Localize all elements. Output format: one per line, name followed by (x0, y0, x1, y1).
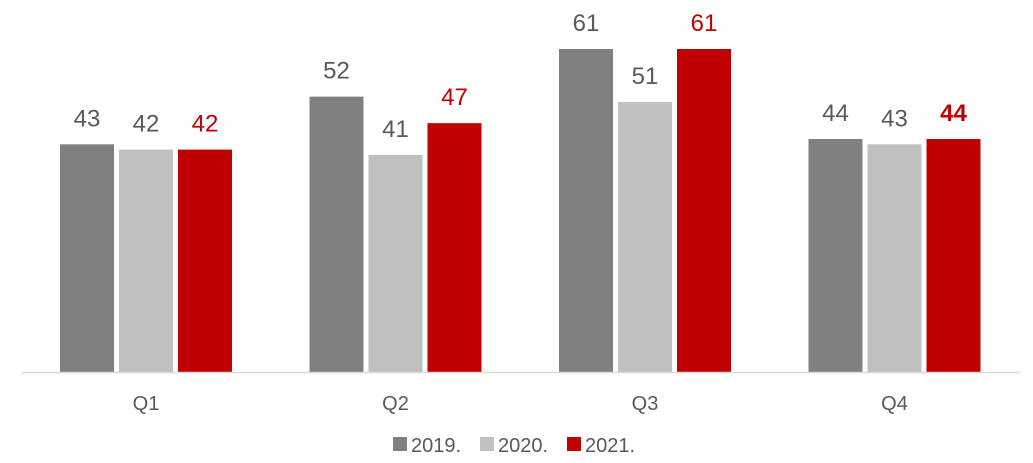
x-tick-label-q2: Q2 (382, 393, 409, 415)
x-tick-label-q3: Q3 (632, 393, 659, 415)
legend-label-3: 2021. (585, 435, 635, 457)
legend-label-2: 2020. (498, 435, 548, 457)
legend: 2019. 2020. 2021. (393, 435, 635, 457)
data-label-q2-series-1: 52 (323, 58, 350, 85)
data-label-q4-series-2: 43 (881, 105, 908, 132)
legend-swatch-2 (480, 437, 494, 451)
legend-label-1: 2019. (411, 435, 461, 457)
x-tick-label-q1: Q1 (133, 393, 160, 415)
data-label-q2-series-3: 47 (441, 84, 468, 111)
data-label-q3-series-2: 51 (632, 63, 659, 90)
data-label-q3-series-3: 61 (691, 10, 718, 37)
legend-swatch-3 (567, 437, 581, 451)
bar-q1-series-3 (178, 149, 232, 372)
bar-q1-series-2 (119, 149, 173, 372)
bar-q3-series-2 (618, 101, 672, 373)
bar-q1-series-1 (60, 144, 114, 372)
bar-q3-series-1 (559, 49, 613, 372)
bar-q4-series-3 (926, 139, 981, 372)
data-label-q1-series-3: 42 (192, 111, 219, 138)
data-label-q3-series-1: 61 (573, 10, 600, 37)
legend-swatch-1 (393, 437, 407, 451)
data-label-q1-series-2: 42 (133, 111, 160, 138)
value-labels-layer: 43 42 42 52 41 47 61 51 61 44 43 44 (74, 10, 968, 143)
bar-q4-series-2 (867, 144, 922, 372)
data-label-q1-series-1: 43 (74, 105, 101, 132)
data-label-q4-series-1: 44 (822, 100, 849, 127)
data-label-q2-series-2: 41 (382, 116, 409, 143)
bar-q2-series-1 (309, 96, 364, 373)
bar-q4-series-1 (808, 139, 863, 372)
bar-q2-series-2 (368, 154, 423, 372)
bar-q3-series-3 (677, 49, 731, 372)
x-tick-label-q4: Q4 (881, 393, 908, 415)
data-label-q4-series-3: 44 (940, 100, 967, 127)
bar-q2-series-3 (427, 123, 482, 372)
bars-layer (60, 49, 981, 373)
category-labels-layer: Q1 Q2 Q3 Q4 (133, 393, 908, 415)
